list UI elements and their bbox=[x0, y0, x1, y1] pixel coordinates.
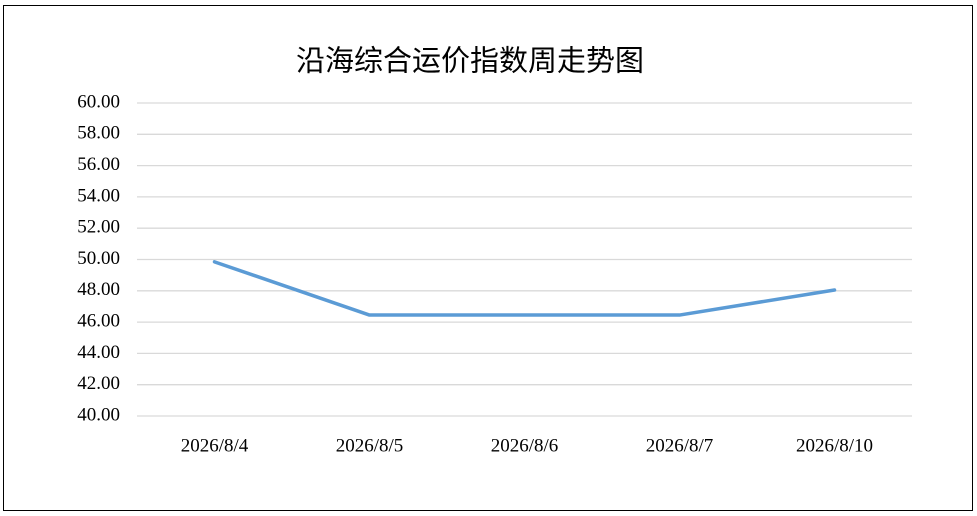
y-tick-label: 40.00 bbox=[77, 404, 120, 425]
x-tick-label: 2026/8/5 bbox=[336, 435, 404, 456]
y-tick-label: 46.00 bbox=[77, 310, 120, 331]
x-tick-label: 2026/8/4 bbox=[181, 435, 249, 456]
y-tick-label: 58.00 bbox=[77, 123, 120, 144]
y-tick-label: 42.00 bbox=[77, 373, 120, 394]
y-tick-label: 60.00 bbox=[77, 91, 120, 112]
y-tick-label: 48.00 bbox=[77, 279, 120, 300]
y-tick-label: 44.00 bbox=[77, 342, 120, 363]
chart-title: 沿海综合运价指数周走势图 bbox=[296, 45, 644, 78]
x-tick-label: 2026/8/6 bbox=[491, 435, 559, 456]
y-tick-label: 56.00 bbox=[77, 154, 120, 175]
y-tick-label: 52.00 bbox=[77, 217, 120, 238]
y-tick-label: 50.00 bbox=[77, 248, 120, 269]
y-tick-label: 54.00 bbox=[77, 185, 120, 206]
x-tick-label: 2026/8/10 bbox=[796, 435, 873, 456]
data-line bbox=[212, 260, 837, 317]
chart-border bbox=[3, 5, 973, 511]
x-tick-label: 2026/8/7 bbox=[646, 435, 714, 456]
